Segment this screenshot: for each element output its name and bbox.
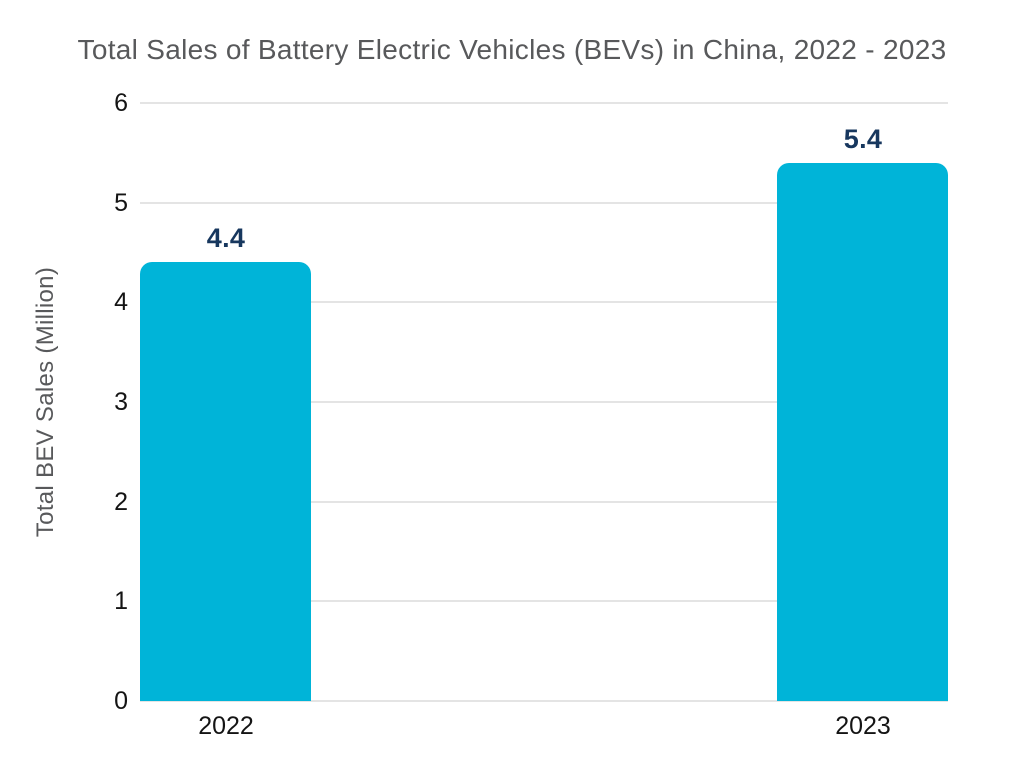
y-tick-label-6: 6 bbox=[114, 89, 128, 117]
chart-title: Total Sales of Battery Electric Vehicles… bbox=[77, 34, 947, 65]
x-tick-label-2023: 2023 bbox=[835, 712, 891, 740]
gridline-y-6 bbox=[140, 102, 948, 104]
gridline-y-0 bbox=[140, 700, 948, 702]
gridline-y-4 bbox=[140, 301, 948, 303]
bar-value-label-2023: 5.4 bbox=[843, 124, 883, 154]
y-tick-label-3: 3 bbox=[114, 388, 128, 416]
plot-area: 0 1 2 3 4 5 6 4.4 2022 5.4 2023 bbox=[114, 89, 948, 740]
x-tick-label-2022: 2022 bbox=[198, 712, 254, 740]
y-axis-title-text: Total BEV Sales (Million) bbox=[32, 266, 59, 538]
y-tick-label-0: 0 bbox=[114, 687, 128, 715]
bar-2022 bbox=[140, 262, 311, 701]
bar-value-label-2022: 4.4 bbox=[206, 223, 246, 253]
gridline-y-2 bbox=[140, 501, 948, 503]
y-tick-label-1: 1 bbox=[114, 587, 128, 615]
y-tick-label-4: 4 bbox=[114, 288, 128, 316]
gridline-y-1 bbox=[140, 600, 948, 602]
y-tick-label-2: 2 bbox=[114, 488, 128, 516]
gridline-y-5 bbox=[140, 202, 948, 204]
y-tick-label-5: 5 bbox=[114, 189, 128, 217]
gridline-y-3 bbox=[140, 401, 948, 403]
bar-2023 bbox=[777, 163, 948, 701]
